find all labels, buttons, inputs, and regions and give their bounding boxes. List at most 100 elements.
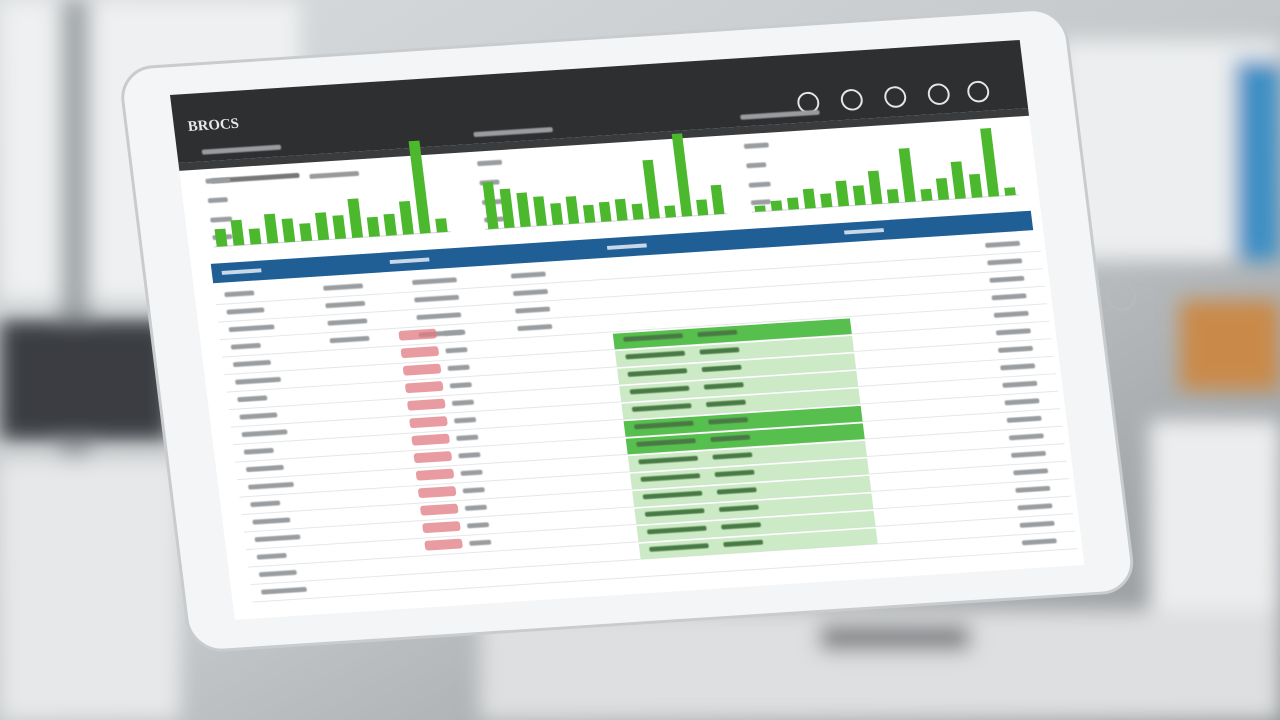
text-placeholder	[443, 329, 466, 336]
red-cell	[418, 486, 457, 499]
bar	[347, 198, 364, 239]
text-placeholder	[1006, 415, 1042, 423]
text-placeholder	[998, 345, 1033, 353]
text-placeholder	[515, 306, 551, 314]
text-placeholder	[697, 329, 738, 337]
text-placeholder	[252, 517, 291, 525]
text-placeholder	[246, 464, 284, 473]
bar	[770, 200, 783, 211]
text-placeholder	[996, 328, 1031, 336]
bar	[516, 192, 531, 228]
bar	[852, 185, 866, 206]
text-placeholder	[414, 294, 459, 303]
bar	[631, 203, 644, 220]
text-placeholder	[993, 310, 1029, 318]
bar	[614, 198, 628, 221]
bar	[214, 228, 228, 247]
text-placeholder	[634, 420, 694, 430]
text-placeholder	[750, 199, 771, 206]
text-placeholder	[458, 452, 481, 459]
bar	[696, 199, 709, 216]
text-placeholder	[640, 473, 701, 482]
bar	[664, 205, 677, 218]
text-placeholder	[447, 364, 470, 371]
text-placeholder	[712, 452, 753, 460]
section-label	[389, 257, 430, 264]
bar	[582, 204, 596, 223]
bar	[398, 200, 414, 235]
bar	[230, 219, 245, 246]
bar	[299, 223, 313, 242]
red-cell	[402, 363, 442, 376]
text-placeholder	[254, 534, 301, 543]
text-placeholder	[721, 522, 761, 530]
red-cell	[405, 381, 444, 394]
bar	[968, 173, 983, 198]
text-placeholder	[706, 399, 746, 407]
text-placeholder	[1019, 520, 1055, 528]
text-placeholder	[510, 271, 546, 279]
text-placeholder	[327, 318, 368, 326]
text-placeholder	[201, 144, 282, 155]
bar	[820, 193, 833, 208]
red-cell	[398, 328, 437, 341]
text-placeholder	[228, 324, 275, 333]
bar	[950, 161, 966, 199]
section-label	[606, 243, 647, 250]
red-cell	[413, 451, 452, 464]
content	[201, 109, 1078, 603]
text-placeholder	[241, 429, 288, 438]
text-placeholder	[746, 162, 767, 169]
text-placeholder	[1008, 433, 1044, 441]
text-placeholder	[701, 364, 742, 372]
bar	[1004, 187, 1016, 196]
text-placeholder	[723, 539, 764, 547]
bar	[482, 181, 499, 230]
text-placeholder	[1002, 380, 1038, 388]
text-placeholder	[239, 412, 278, 420]
header-title: BROCS	[187, 116, 240, 135]
text-placeholder	[462, 487, 485, 494]
bar	[314, 212, 330, 241]
text-placeholder	[743, 142, 769, 149]
home-button	[1106, 281, 1136, 311]
text-placeholder	[716, 487, 757, 495]
text-placeholder	[719, 504, 759, 512]
red-cell	[420, 503, 459, 516]
text-placeholder	[469, 539, 492, 546]
text-placeholder	[1015, 485, 1051, 493]
header-bar	[170, 39, 1029, 164]
text-placeholder	[649, 543, 709, 552]
bar	[383, 213, 397, 236]
text-placeholder	[987, 258, 1023, 266]
text-placeholder	[230, 343, 261, 350]
text-placeholder	[627, 368, 688, 377]
text-placeholder	[513, 289, 548, 297]
text-placeholder	[703, 382, 744, 390]
text-placeholder	[477, 159, 503, 167]
red-cell	[422, 521, 461, 534]
text-placeholder	[210, 216, 233, 223]
bar	[408, 140, 431, 234]
text-placeholder	[259, 569, 297, 578]
header-shadow	[178, 107, 1030, 171]
bar	[980, 128, 1000, 197]
text-placeholder	[642, 490, 703, 500]
row-line	[220, 285, 1046, 341]
text-placeholder	[207, 197, 228, 204]
text-placeholder	[632, 403, 692, 412]
text-placeholder	[467, 522, 490, 529]
row-line	[222, 303, 1048, 358]
text-placeholder	[412, 277, 457, 285]
text-placeholder	[261, 586, 307, 595]
bar	[332, 215, 347, 240]
bar	[565, 196, 580, 224]
red-cell	[424, 538, 463, 551]
bar	[499, 188, 515, 229]
bar	[281, 218, 296, 243]
bar	[671, 133, 693, 217]
text-placeholder	[748, 181, 771, 188]
